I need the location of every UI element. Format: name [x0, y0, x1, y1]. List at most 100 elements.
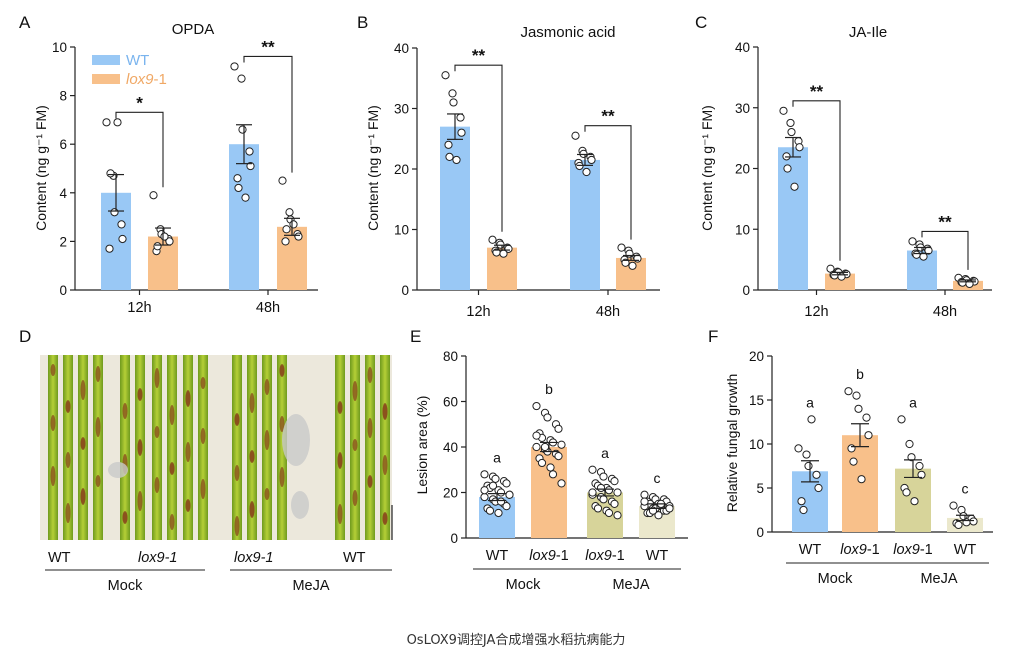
- data-point: [449, 98, 458, 107]
- panel-a-title: OPDA: [172, 21, 215, 38]
- fungal-spot: [108, 462, 128, 478]
- data-point: [149, 191, 158, 200]
- data-point: [969, 517, 978, 526]
- data-point: [557, 479, 566, 488]
- data-point: [575, 161, 584, 171]
- y-tick-label: 2: [59, 234, 67, 249]
- data-point: [610, 477, 619, 486]
- lesion: [50, 466, 56, 486]
- panel-e-ylabel: Lesion area (%): [414, 396, 430, 495]
- data-point: [548, 470, 558, 479]
- legend: WT lox9-1: [92, 52, 167, 88]
- x-category-label: 48h: [596, 304, 620, 320]
- data-point: [532, 442, 541, 452]
- leaf: [63, 355, 73, 540]
- bar-group: [778, 106, 808, 290]
- y-axis-C: 0 10 20 30 40: [735, 40, 992, 298]
- lesion: [95, 475, 101, 487]
- x-category-label: lox9-1: [585, 548, 625, 564]
- leaf-blade: [167, 355, 177, 540]
- data-point: [496, 497, 506, 506]
- lesion: [200, 377, 206, 389]
- leaf-blade: [93, 355, 103, 540]
- lesion: [95, 366, 101, 382]
- lesion: [154, 426, 160, 438]
- lesion: [249, 393, 255, 413]
- x-category-label: 12h: [804, 304, 828, 320]
- x-category-label: lox9-1: [529, 548, 569, 564]
- data-point: [588, 488, 597, 497]
- lesion: [234, 516, 240, 536]
- data-point: [102, 118, 111, 127]
- leaf-blade: [152, 355, 162, 540]
- data-point: [457, 128, 466, 137]
- data-point: [782, 152, 791, 161]
- leaf: [48, 355, 58, 540]
- leaf: [380, 355, 390, 540]
- lesion: [367, 475, 373, 487]
- bar-group: a: [587, 445, 623, 538]
- group-label-mock: Mock: [818, 571, 853, 587]
- lesion: [279, 416, 285, 432]
- data-point: [230, 62, 239, 71]
- significance-label: **: [938, 212, 952, 231]
- data-point: [812, 470, 821, 479]
- data-point: [241, 193, 250, 202]
- panel-f-ylabel: Relative fungal growth: [724, 374, 740, 513]
- data-point: [233, 174, 242, 183]
- data-point: [160, 232, 169, 241]
- significance-label: **: [601, 107, 615, 126]
- data-point: [245, 147, 254, 156]
- data-point: [604, 486, 614, 495]
- data-point: [917, 470, 926, 479]
- data-point: [613, 488, 622, 497]
- data-point: [621, 258, 630, 267]
- data-point: [237, 74, 246, 83]
- bar: [440, 126, 470, 291]
- data-point: [571, 131, 580, 140]
- data-point: [804, 461, 813, 471]
- lesion: [185, 499, 191, 511]
- y-tick-label: 40: [735, 40, 750, 55]
- lesion: [169, 514, 175, 530]
- bar-group: [440, 71, 470, 291]
- data-point: [837, 272, 846, 281]
- data-point: [604, 508, 614, 518]
- data-point: [613, 511, 622, 520]
- lesion: [65, 452, 71, 468]
- group-letter: c: [654, 470, 661, 486]
- data-point: [480, 470, 489, 479]
- leaf: [78, 355, 88, 540]
- group-label-meja: MeJA: [920, 571, 957, 587]
- y-tick-label: 0: [450, 531, 458, 546]
- fungal-spot: [282, 414, 310, 466]
- lesion: [249, 501, 255, 517]
- bar: [531, 447, 567, 538]
- lesion: [279, 364, 285, 376]
- y-tick-label: 0: [756, 525, 764, 540]
- panel-b-title: Jasmonic acid: [520, 24, 615, 41]
- leaf: [350, 355, 360, 540]
- leaf: [152, 355, 162, 540]
- significance-label: **: [810, 82, 824, 101]
- group-letter: a: [909, 394, 917, 410]
- data-point: [897, 415, 906, 424]
- lesion: [185, 390, 191, 406]
- data-point: [491, 474, 500, 483]
- bar-group: [101, 118, 131, 290]
- x-category-label: WT: [799, 542, 822, 558]
- data-point: [494, 508, 503, 518]
- x-category-label: 48h: [256, 300, 280, 316]
- fungal-spot: [291, 491, 309, 519]
- bar-group: a: [792, 394, 828, 532]
- data-point: [289, 220, 298, 229]
- y-tick-label: 0: [401, 283, 409, 298]
- panel-c-ylabel: Content (ng g⁻¹ FM): [699, 105, 715, 231]
- data-point: [628, 261, 637, 270]
- x-category-label: WT: [646, 548, 669, 564]
- lesion: [122, 511, 128, 523]
- d-label-lox9-meja: lox9-1: [234, 550, 274, 566]
- y-tick-label: 20: [735, 162, 750, 177]
- panel-a-ylabel: Content (ng g⁻¹ FM): [33, 105, 49, 231]
- bar-group: [907, 237, 937, 290]
